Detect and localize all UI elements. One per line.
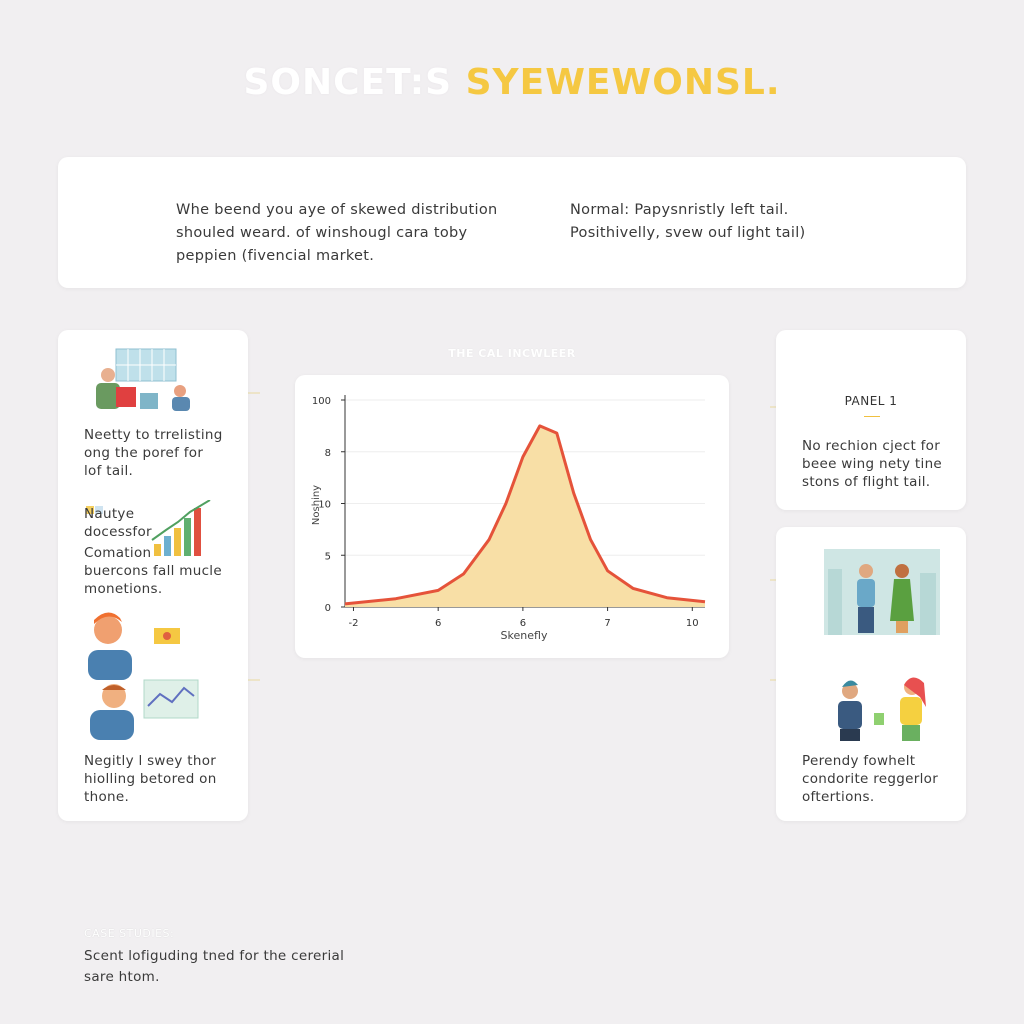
illustration-handoff	[838, 677, 926, 741]
right-panel-2: Perendy fowhelt condorite reggerlor ofte…	[776, 527, 966, 821]
x-tick-label: -2	[348, 618, 358, 629]
x-tick-label: 7	[604, 618, 610, 629]
line: condorite reggerlor	[802, 771, 939, 787]
footer-heading: CASE STUDIES:	[84, 927, 175, 940]
right-panel-1: PANEL 1 No rechion cject for beee wing n…	[776, 330, 966, 510]
panel-text: Comation buercons fall mucle monetions.	[84, 544, 222, 598]
line: oftertions.	[802, 789, 875, 805]
title-part: SYEWEWONSL.	[465, 62, 781, 103]
line: Posithivelly, svew ouf light tail)	[570, 225, 806, 241]
x-tick-label: 10	[686, 618, 699, 629]
line: Scent lofiguding tned for the cererial	[84, 948, 345, 964]
intro-text: Normal: Papysnristly left tail. Posithiv…	[570, 199, 805, 245]
line: Comation	[84, 545, 152, 561]
line: Perendy fowhelt	[802, 753, 916, 769]
y-tick-label: 100	[312, 396, 331, 407]
chart-caption: THE CAL INCWLEER	[448, 347, 576, 360]
x-tick-label: 6	[435, 618, 441, 629]
line	[344, 424, 706, 606]
line: sare htom.	[84, 969, 160, 985]
line: thone.	[84, 789, 130, 805]
line: peppien (fivencial market.	[176, 248, 375, 264]
chart: Noshiny Skenefly 0 5 10 8 100 -2 6 6 7 10	[311, 395, 706, 642]
line: shouled weard. of winshougl cara toby	[176, 225, 468, 241]
footer-text: Scent lofiguding tned for the cererial s…	[84, 946, 344, 988]
left-panel: Neetty to trrelisting ong the poref for …	[58, 330, 248, 821]
panel-heading: PANEL 1	[844, 394, 898, 408]
line: lof tail.	[84, 463, 134, 479]
title: SONCET:S SYEWEWONSL.	[0, 62, 1024, 103]
x-axis-label: Skenefly	[501, 629, 548, 642]
line: Neetty to trrelisting	[84, 427, 223, 443]
area	[345, 425, 705, 607]
title-part: SONCET:S	[243, 62, 453, 103]
line: ong the poref for	[84, 445, 204, 461]
y-tick-label: 5	[325, 551, 331, 562]
line: No rechion cject for	[802, 438, 941, 454]
illustration-bars	[86, 500, 211, 556]
line: hiolling betored on	[84, 771, 217, 787]
illustration-people	[88, 612, 199, 740]
y-tick-label: 0	[325, 603, 331, 614]
panel-text: Perendy fowhelt condorite reggerlor ofte…	[802, 752, 938, 806]
panel-text: No rechion cject for beee wing nety tine…	[802, 437, 942, 491]
divider	[864, 416, 880, 417]
line: buercons fall mucle	[84, 563, 222, 579]
line: Whe beend you aye of skewed distribution	[176, 202, 498, 218]
line: stons of flight tail.	[802, 474, 931, 490]
illustration-couple	[824, 549, 940, 635]
y-axis-label: Noshiny	[311, 485, 322, 525]
line: docessfor	[84, 524, 152, 540]
line: Negitly l swey thor	[84, 753, 217, 769]
panel-text: Negitly l swey thor hiolling betored on …	[84, 752, 217, 806]
intro-text: Whe beend you aye of skewed distribution…	[176, 199, 498, 268]
x-tick-label: 6	[520, 618, 526, 629]
chart-card: Noshiny Skenefly 0 5 10 8 100 -2 6 6 7 10	[295, 375, 729, 658]
y-tick-label: 8	[325, 448, 331, 459]
y-tick-label: 10	[318, 500, 331, 511]
illustration-office	[96, 348, 190, 411]
panel-text: Neetty to trrelisting ong the poref for …	[84, 426, 223, 480]
line: Nautye	[84, 506, 135, 522]
line: beee wing nety tine	[802, 456, 943, 472]
panel-text: Nautye docessfor	[84, 505, 152, 541]
line: Normal: Papysnristly left tail.	[570, 202, 789, 218]
intro-card: Whe beend you aye of skewed distribution…	[58, 157, 966, 288]
line: monetions.	[84, 581, 163, 597]
